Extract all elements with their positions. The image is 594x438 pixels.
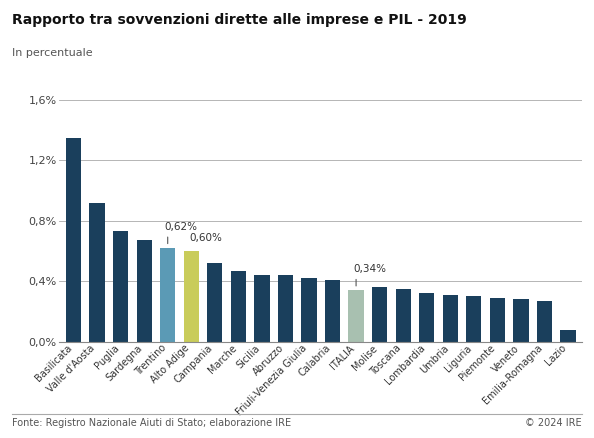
- Text: Fonte: Registro Nazionale Aiuti di Stato; elaborazione IRE: Fonte: Registro Nazionale Aiuti di Stato…: [12, 418, 291, 428]
- Bar: [230, 271, 246, 342]
- Bar: [254, 275, 270, 342]
- Bar: [278, 275, 293, 342]
- Bar: [443, 295, 458, 342]
- Bar: [160, 248, 175, 342]
- Bar: [301, 278, 317, 342]
- Text: 0,60%: 0,60%: [189, 233, 222, 244]
- Bar: [207, 263, 223, 342]
- Bar: [466, 296, 482, 342]
- Bar: [372, 287, 387, 342]
- Text: 0,62%: 0,62%: [164, 222, 197, 232]
- Text: In percentuale: In percentuale: [12, 48, 93, 58]
- Bar: [113, 231, 128, 342]
- Text: Rapporto tra sovvenzioni dirette alle imprese e PIL - 2019: Rapporto tra sovvenzioni dirette alle im…: [12, 13, 467, 27]
- Bar: [137, 240, 152, 342]
- Bar: [184, 251, 199, 342]
- Bar: [513, 299, 529, 342]
- Bar: [419, 293, 434, 342]
- Text: © 2024 IRE: © 2024 IRE: [526, 418, 582, 428]
- Bar: [66, 138, 81, 342]
- Bar: [489, 298, 505, 342]
- Bar: [325, 279, 340, 342]
- Bar: [90, 202, 105, 342]
- Bar: [396, 289, 411, 342]
- Bar: [349, 290, 364, 342]
- Text: 0,34%: 0,34%: [353, 265, 387, 274]
- Bar: [537, 301, 552, 342]
- Bar: [560, 329, 576, 342]
